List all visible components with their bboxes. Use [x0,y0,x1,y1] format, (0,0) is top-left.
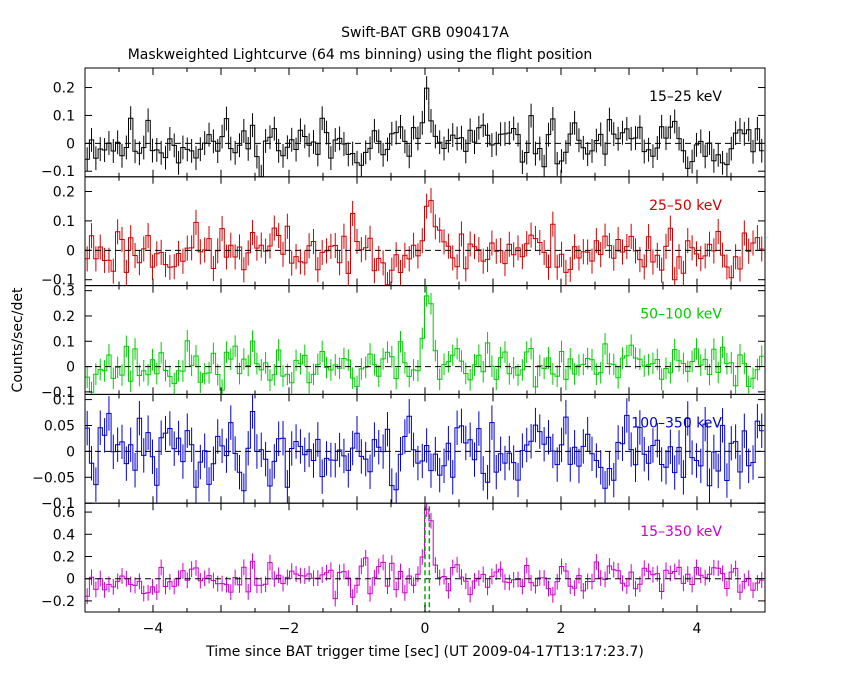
panel-4: −0.2 0 0.2 0.4 0.6 15–350 keV [41,502,766,613]
band-label-3: 100–350 keV [631,415,722,431]
x-tick-label: 2 [557,621,566,637]
y-tick-label: −0.2 [41,594,75,610]
y-tick-label: 0.1 [53,334,75,350]
y-tick-label: 0 [66,444,75,460]
x-tick-label: 4 [693,621,702,637]
band-label-1: 25–50 keV [649,198,722,214]
chart-subtitle: Maskweighted Lightcurve (64 ms binning) … [128,47,593,63]
y-tick-label: 0 [66,136,75,152]
x-axis-label: Time since BAT trigger time [sec] (UT 20… [205,644,644,660]
lightcurve-series-2 [85,295,764,393]
y-tick-label: 0 [66,360,75,376]
chart-title: Swift-BAT GRB 090417A [341,25,509,41]
lightcurve-series-0 [85,87,764,178]
y-tick-label: −0.1 [41,385,75,401]
y-tick-label: −0.1 [41,273,75,289]
lightcurve-series-1 [85,200,764,286]
panel-3: −0.1 −0.05 0 0.05 0.1 100–350 keV [32,393,766,512]
y-tick-label: 0.1 [53,214,75,230]
panel-1: −0.1 0 0.1 0.2 25–50 keV [41,176,766,289]
y-tick-label: −0.1 [41,164,75,180]
y-tick-label: 0.3 [53,284,75,300]
x-tick-label: −4 [143,621,164,637]
y-tick-label: 0 [66,243,75,259]
y-tick-label: 0.2 [53,549,75,565]
y-tick-label: 0.05 [44,418,75,434]
y-tick-label: 0.1 [53,393,75,409]
band-label-2: 50–100 keV [640,307,722,323]
panel-0: −0.1 0 0.1 0.2 15–25 keV [41,67,766,180]
band-label-4: 15–350 keV [640,524,722,540]
y-tick-label: 0 [66,572,75,588]
y-tick-label: 0.2 [53,309,75,325]
y-tick-label: 0.2 [53,185,75,201]
y-axis-label: Counts/sec/det [10,287,26,392]
band-label-0: 15–25 keV [649,89,722,105]
y-tick-label: 0.4 [53,527,75,543]
panel-stack: −0.1 0 0.1 0.2 15–25 keV −0.1 0 0.1 0.2 25–50 keV… [32,67,766,637]
lightcurve-series-3 [85,411,764,492]
x-tick-label: −2 [279,621,300,637]
y-tick-label: 0.1 [53,108,75,124]
panel-2: −0.1 0 0.1 0.2 0.3 50–100 keV [41,284,766,401]
x-tick-label: 0 [421,621,430,637]
y-tick-label: −0.05 [32,470,75,486]
y-tick-label: 0.2 [53,81,75,97]
y-tick-label: 0.6 [53,505,75,521]
y-tick-label: −0.1 [41,496,75,512]
